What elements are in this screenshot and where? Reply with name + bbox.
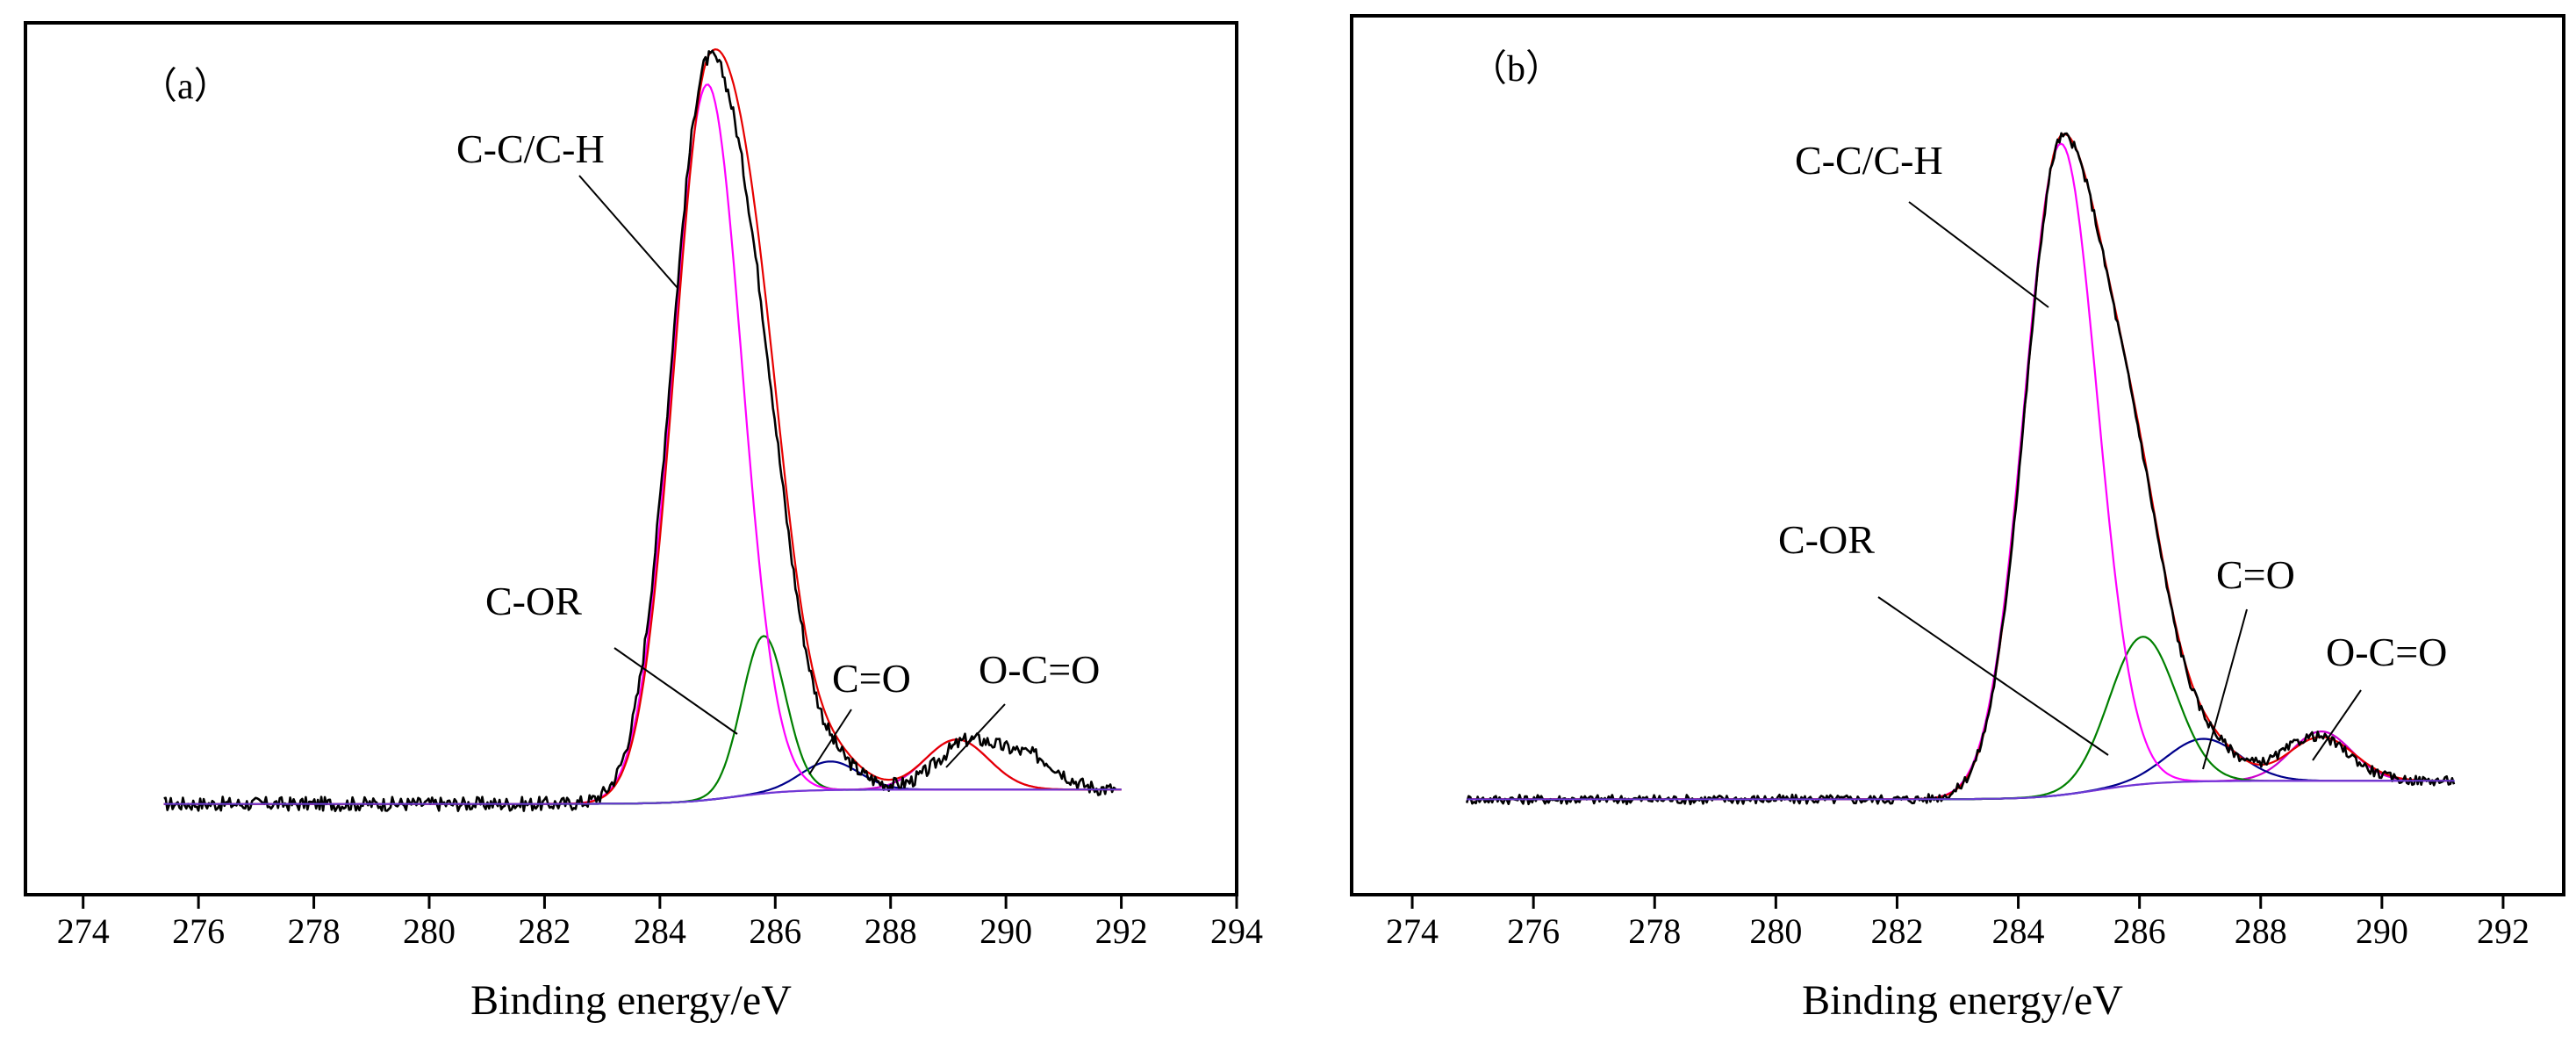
x-tick-label: 284 (1992, 911, 2045, 951)
plot-frame-b (1350, 14, 2565, 896)
x-tick-label: 274 (57, 911, 110, 951)
annotation-label: C-C/C-H (456, 126, 605, 171)
panel-a: （a） Binding energy/eV 274 276 278 280 282 284… (24, 21, 1263, 1024)
x-tick-label: 282 (1870, 911, 1923, 951)
panel-b: （b） Binding energy/eV 274 276 278 280 282 284… (1350, 14, 2565, 1024)
x-tick-label: 280 (403, 911, 456, 951)
plot-frame-a (24, 21, 1238, 896)
x-tick-label: 278 (288, 911, 341, 951)
annotation-leader-line (614, 647, 738, 735)
series-raw-data (163, 49, 1116, 813)
annotation-label: C-OR (485, 579, 582, 623)
annotation-leader-line (808, 709, 852, 775)
x-tick-label: 288 (865, 911, 917, 951)
x-tick-label: 286 (2113, 911, 2166, 951)
series-c-c-c-h (163, 83, 1122, 805)
x-tick-label: 284 (634, 911, 686, 951)
series-envelope (1467, 133, 2454, 801)
annotation-label: C-C/C-H (1795, 138, 1943, 183)
x-tick-label: 290 (2356, 911, 2408, 951)
annotation-label: O-C=O (979, 647, 1100, 692)
annotation-leader-line (1908, 201, 2049, 308)
x-tick-label: 288 (2235, 911, 2287, 951)
x-tick-label: 276 (1507, 911, 1560, 951)
series-c-o (1467, 738, 2454, 801)
x-tick-label: 278 (1628, 911, 1681, 951)
x-tick-label: 294 (1210, 911, 1263, 951)
x-tick-label: 292 (1095, 911, 1148, 951)
annotation-leader-line (2312, 689, 2362, 761)
series-envelope (163, 48, 1122, 805)
annotation-leader-line (1877, 596, 2109, 756)
annotation-leader-line (945, 703, 1006, 768)
x-axis-label-b: Binding energy/eV (1802, 977, 2123, 1024)
annotation-leader-line (578, 175, 678, 289)
x-tick-label: 274 (1386, 911, 1439, 951)
panel-label-b: （b） (1470, 49, 1562, 90)
annotation-leader-line (2202, 608, 2248, 770)
series-c-or (1467, 636, 2454, 801)
series-c-o (163, 760, 1122, 805)
series-raw-data (1465, 132, 2456, 806)
x-tick-label: 282 (518, 911, 570, 951)
annotation-label: O-C=O (2326, 630, 2447, 674)
x-tick-label: 286 (749, 911, 801, 951)
x-tick-label: 292 (2477, 911, 2529, 951)
series-c-c-c-h (1467, 142, 2454, 801)
x-tick-label: 276 (172, 911, 225, 951)
x-tick-label: 280 (1749, 911, 1802, 951)
annotation-label: C=O (832, 656, 911, 701)
series-background (1467, 780, 2455, 801)
x-tick-label: 290 (979, 911, 1032, 951)
x-axis-label-a: Binding energy/eV (470, 977, 792, 1024)
annotation-label: C-OR (1778, 517, 1875, 562)
panel-label-a: （a） (140, 67, 231, 107)
series-background (163, 788, 1122, 805)
annotation-label: C=O (2216, 552, 2295, 597)
